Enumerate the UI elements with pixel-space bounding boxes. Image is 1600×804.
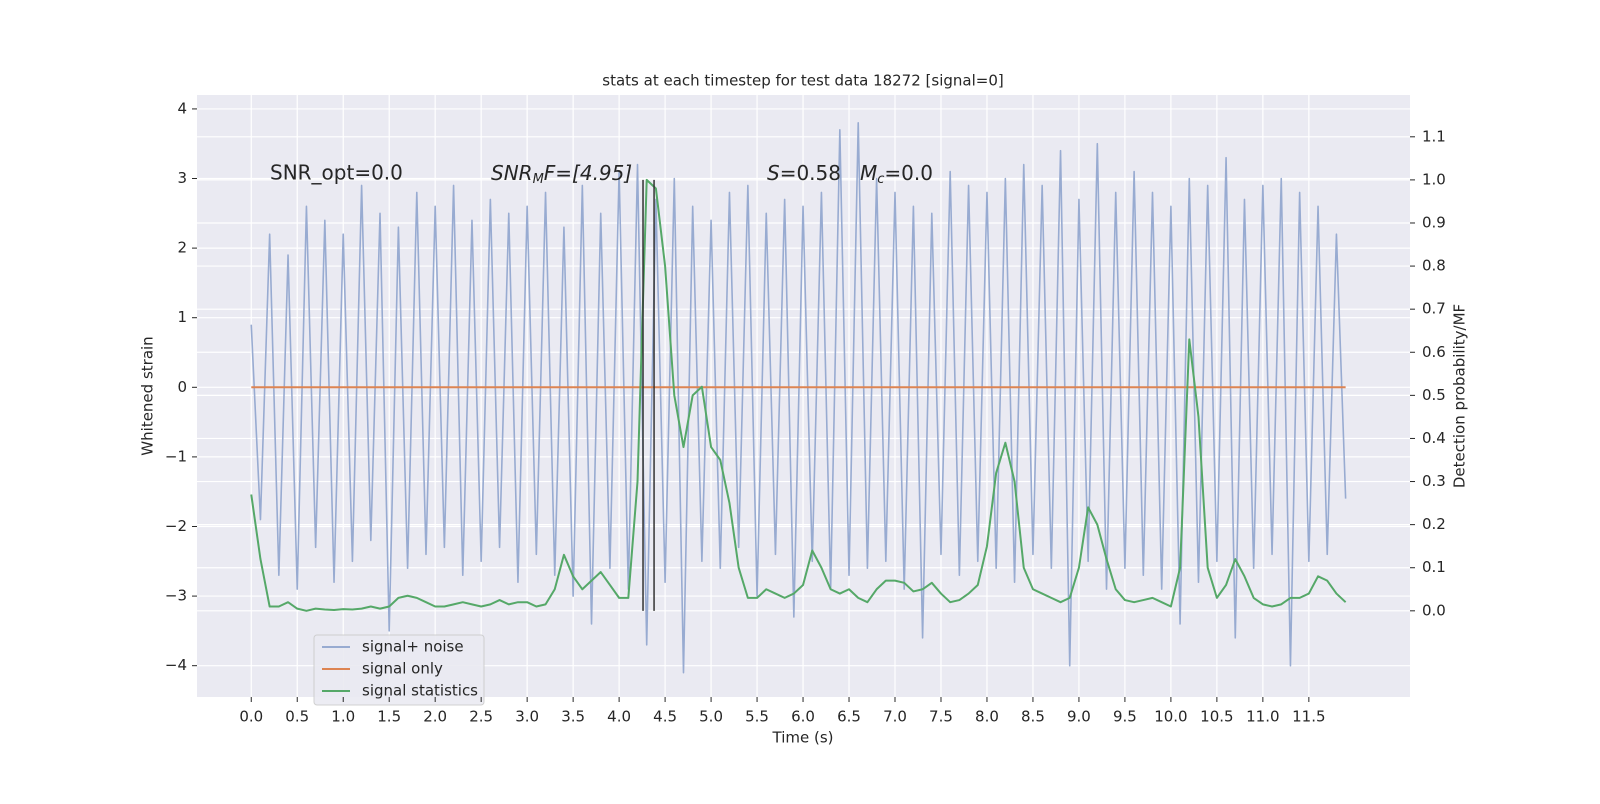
y2-tick-label: 0.9 (1422, 213, 1446, 231)
annotation-part: SNR (491, 161, 533, 185)
y-tick-label: 3 (177, 169, 187, 187)
x-tick-label: 3.0 (515, 708, 539, 726)
x-tick-label: 11.5 (1292, 708, 1325, 726)
y2-tick-label: 1.0 (1422, 170, 1446, 188)
legend-box (313, 634, 485, 706)
chart-title: stats at each timestep for test data 182… (602, 72, 1003, 90)
y2-tick-label: 0.0 (1422, 601, 1446, 619)
annotation-part: =0.58 (780, 161, 841, 185)
x-tick-label: 10.5 (1200, 708, 1233, 726)
annotation-part: S (767, 161, 780, 185)
y2-tick-label: 0.8 (1422, 257, 1446, 275)
y2-tick-label: 1.1 (1422, 127, 1446, 145)
y2-tick-label: 0.4 (1422, 429, 1446, 447)
x-tick-label: 2.0 (423, 708, 447, 726)
x-tick-label: 8.0 (975, 708, 999, 726)
series-line (250, 178, 1347, 612)
x-tick-label: 4.0 (607, 708, 631, 726)
y-tick-label: 4 (177, 99, 187, 117)
legend-label: signal+ noise (362, 638, 464, 656)
annotation-part: =0.0 (884, 161, 933, 185)
x-tick-label: 7.0 (883, 708, 907, 726)
y-axis-label: Whitened strain (139, 336, 157, 455)
annotation: SNR_opt=0.0 (270, 161, 403, 185)
y2-axis-label: Detection probability/MF (1451, 304, 1469, 488)
x-tick-label: 1.5 (377, 708, 401, 726)
legend-label: signal only (362, 660, 443, 678)
y2-tick-label: 0.7 (1422, 300, 1446, 318)
annotation-part: M (860, 161, 877, 185)
x-axis-label: Time (s) (772, 729, 834, 747)
x-tick-label: 0.5 (285, 708, 309, 726)
annotation-part: F=[4.95] (544, 161, 632, 185)
y2-tick-label: 0.5 (1422, 386, 1446, 404)
annotation: SNRMF=[4.95] (491, 161, 632, 187)
y2-tick-label: 0.3 (1422, 472, 1446, 490)
y-tick-label: 1 (177, 308, 187, 326)
y-tick-label: 2 (177, 239, 187, 257)
annotation: S=0.58 (767, 161, 841, 185)
x-tick-label: 3.5 (561, 708, 585, 726)
y2-tick-label: 0.6 (1422, 343, 1446, 361)
x-tick-label: 11.0 (1246, 708, 1279, 726)
annotation-part: c (877, 172, 884, 187)
x-tick-label: 9.5 (1113, 708, 1137, 726)
legend-label: signal statistics (362, 682, 478, 700)
x-tick-label: 5.0 (699, 708, 723, 726)
x-tick-label: 6.5 (837, 708, 861, 726)
y-tick-label: −1 (165, 447, 187, 465)
y-tick-label: −2 (165, 517, 187, 535)
y2-tick-label: 0.1 (1422, 558, 1446, 576)
x-tick-label: 9.0 (1067, 708, 1091, 726)
annotation-part: M (533, 172, 544, 187)
annotation: Mc=0.0 (860, 161, 933, 187)
series-line (250, 122, 1347, 674)
y2-tick-label: 0.2 (1422, 515, 1446, 533)
marks (250, 122, 1347, 674)
y-tick-label: −4 (165, 656, 187, 674)
x-tick-label: 4.5 (653, 708, 677, 726)
legend: signal+ noise signal only signal statistic… (313, 634, 485, 706)
x-tick-label: 7.5 (929, 708, 953, 726)
x-tick-label: 10.0 (1154, 708, 1187, 726)
x-tick-label: 2.5 (469, 708, 493, 726)
x-tick-label: 5.5 (745, 708, 769, 726)
y-tick-label: 0 (177, 378, 187, 396)
y-tick-label: −3 (165, 587, 187, 605)
x-tick-label: 0.0 (239, 708, 263, 726)
x-tick-label: 1.0 (331, 708, 355, 726)
x-tick-label: 8.5 (1021, 708, 1045, 726)
x-tick-label: 6.0 (791, 708, 815, 726)
